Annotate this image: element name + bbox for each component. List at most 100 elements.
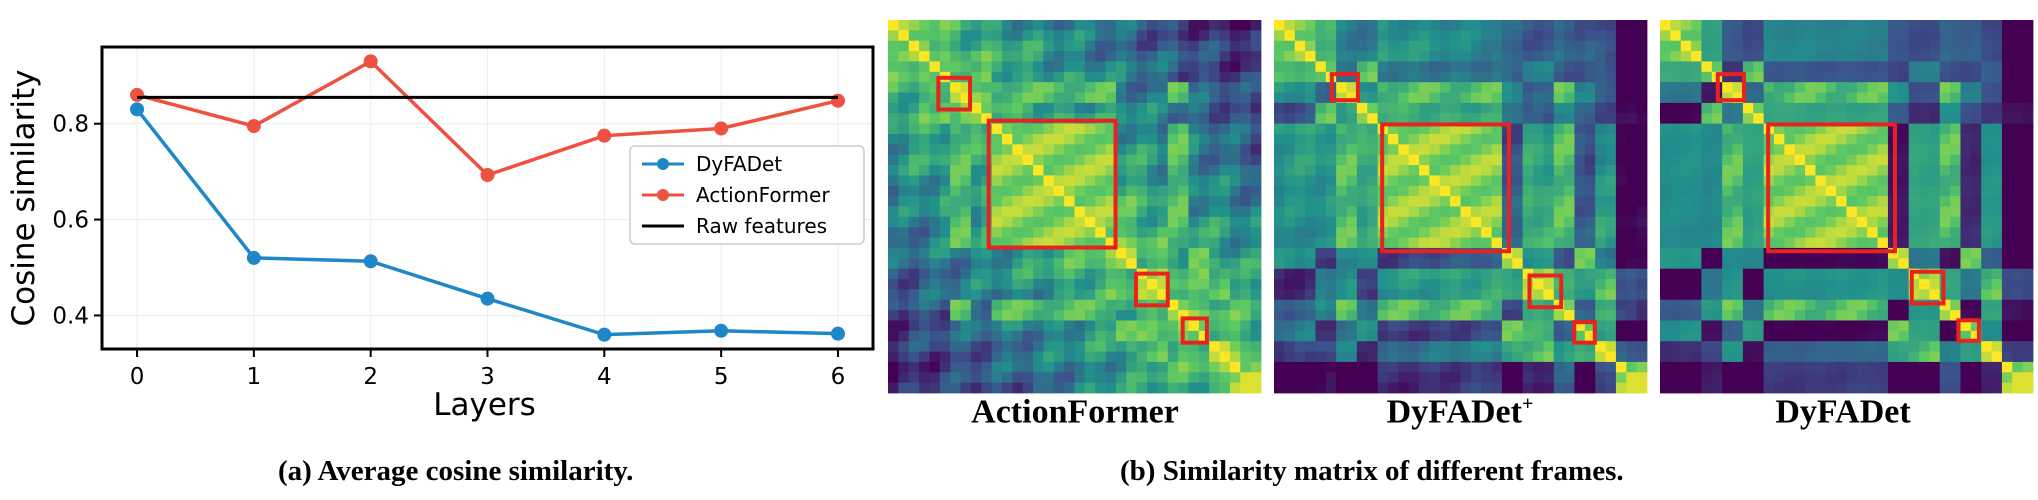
matrix-cell [1939,133,1951,145]
matrix-cell [1367,61,1379,73]
matrix-cell [1929,133,1941,145]
matrix-cell [1691,206,1702,218]
matrix-cell [1136,185,1148,197]
matrix-cell [1491,102,1503,114]
matrix-cell [1167,82,1179,93]
matrix-cell [1691,289,1702,301]
matrix-cell [1033,382,1044,394]
matrix-cell [1022,102,1034,114]
matrix-cell [950,144,961,156]
matrix-cell [1136,258,1148,270]
matrix-cell [1691,330,1702,342]
matrix-cell [1553,113,1565,125]
matrix-cell [1356,341,1368,352]
matrix-cell [1429,237,1441,249]
matrix-cell [1867,289,1878,301]
matrix-cell [1043,113,1055,125]
matrix-cell [1387,289,1399,301]
matrix-cell [1115,320,1127,332]
matrix-cell [1701,289,1713,301]
matrix-cell [991,382,1003,394]
matrix-cell [1753,361,1765,373]
matrix-cell [950,258,961,270]
matrix-cell [1701,185,1713,197]
matrix-cell [919,61,930,73]
matrix-cell [1115,102,1127,114]
matrix-cell [970,175,982,187]
matrix-cell [1346,310,1358,321]
matrix-cell [1512,133,1524,145]
matrix-cell [1732,51,1744,62]
matrix-cell [2012,71,2024,83]
matrix-cell [1209,258,1220,270]
matrix-cell [1784,30,1796,42]
matrix-cell [1805,372,1816,384]
caption-b: (b) Similarity matrix of different frame… [1120,455,1624,487]
matrix-cell [1126,351,1138,363]
highlight-box [1180,316,1209,345]
matrix-cell [919,113,930,125]
matrix-cell [1250,237,1262,249]
matrix-cell [1919,40,1930,52]
matrix-cell [1408,123,1420,135]
matrix-cell [1960,51,1972,62]
matrix-cell [1564,310,1575,321]
matrix-cell [1991,351,2003,363]
matrix-cell [1908,320,1920,332]
matrix-cell [981,382,993,394]
matrix-cell [1512,51,1524,62]
matrix-cell [1346,247,1358,259]
matrix-cell [960,237,972,249]
matrix-cell [1198,185,1210,197]
matrix-cell [1605,82,1617,93]
matrix-cell [1867,175,1878,187]
matrix-cell [1815,341,1827,352]
matrix-cell [908,258,920,270]
matrix-cell [1887,92,1899,104]
matrix-cell [1991,361,2003,373]
matrix-cell [1439,320,1451,332]
matrix-cell [1701,227,1713,238]
matrix-cell [1867,133,1878,145]
matrix-cell [1784,330,1796,342]
matrix-cell [1691,123,1702,135]
matrix-cell [1147,185,1158,197]
matrix-cell [1209,206,1220,218]
matrix-cell [1553,92,1565,104]
matrix-cell [1626,102,1638,114]
matrix-cell [1794,30,1806,42]
matrix-cell [1543,175,1555,187]
matrix-cell [1387,20,1399,31]
matrix-cell [1626,154,1638,166]
matrix-cell [1836,175,1847,187]
matrix-cell [1512,279,1524,290]
matrix-cell [1898,372,1910,384]
matrix-cell [1367,92,1379,104]
matrix-cell [1691,144,1702,156]
matrix-cell [919,40,930,52]
matrix-cell [1877,216,1889,228]
matrix-cell [1115,165,1127,176]
matrix-cell [1178,102,1189,114]
matrix-cell [1147,289,1158,301]
matrix-cell [1836,268,1847,280]
matrix-cell [1805,206,1816,218]
matrix-cell [1481,123,1492,135]
matrix-cell [1919,279,1930,290]
matrix-cell [1846,185,1858,197]
matrix-cell [1147,51,1158,62]
matrix-cell [1553,175,1565,187]
matrix-cell [1615,351,1627,363]
matrix-cell [1805,196,1816,207]
matrix-cell [1167,382,1179,394]
matrix-cell [2001,361,2013,373]
matrix-cell [1147,196,1158,207]
matrix-cell [1732,258,1744,270]
matrix-cell [950,372,961,384]
matrix-cell [1794,268,1806,280]
matrix-cell [1198,113,1210,125]
matrix-cell [1991,92,2003,104]
matrix-cell [1636,299,1648,311]
matrix-cell [1491,154,1503,166]
matrix-cell [1919,196,1930,207]
